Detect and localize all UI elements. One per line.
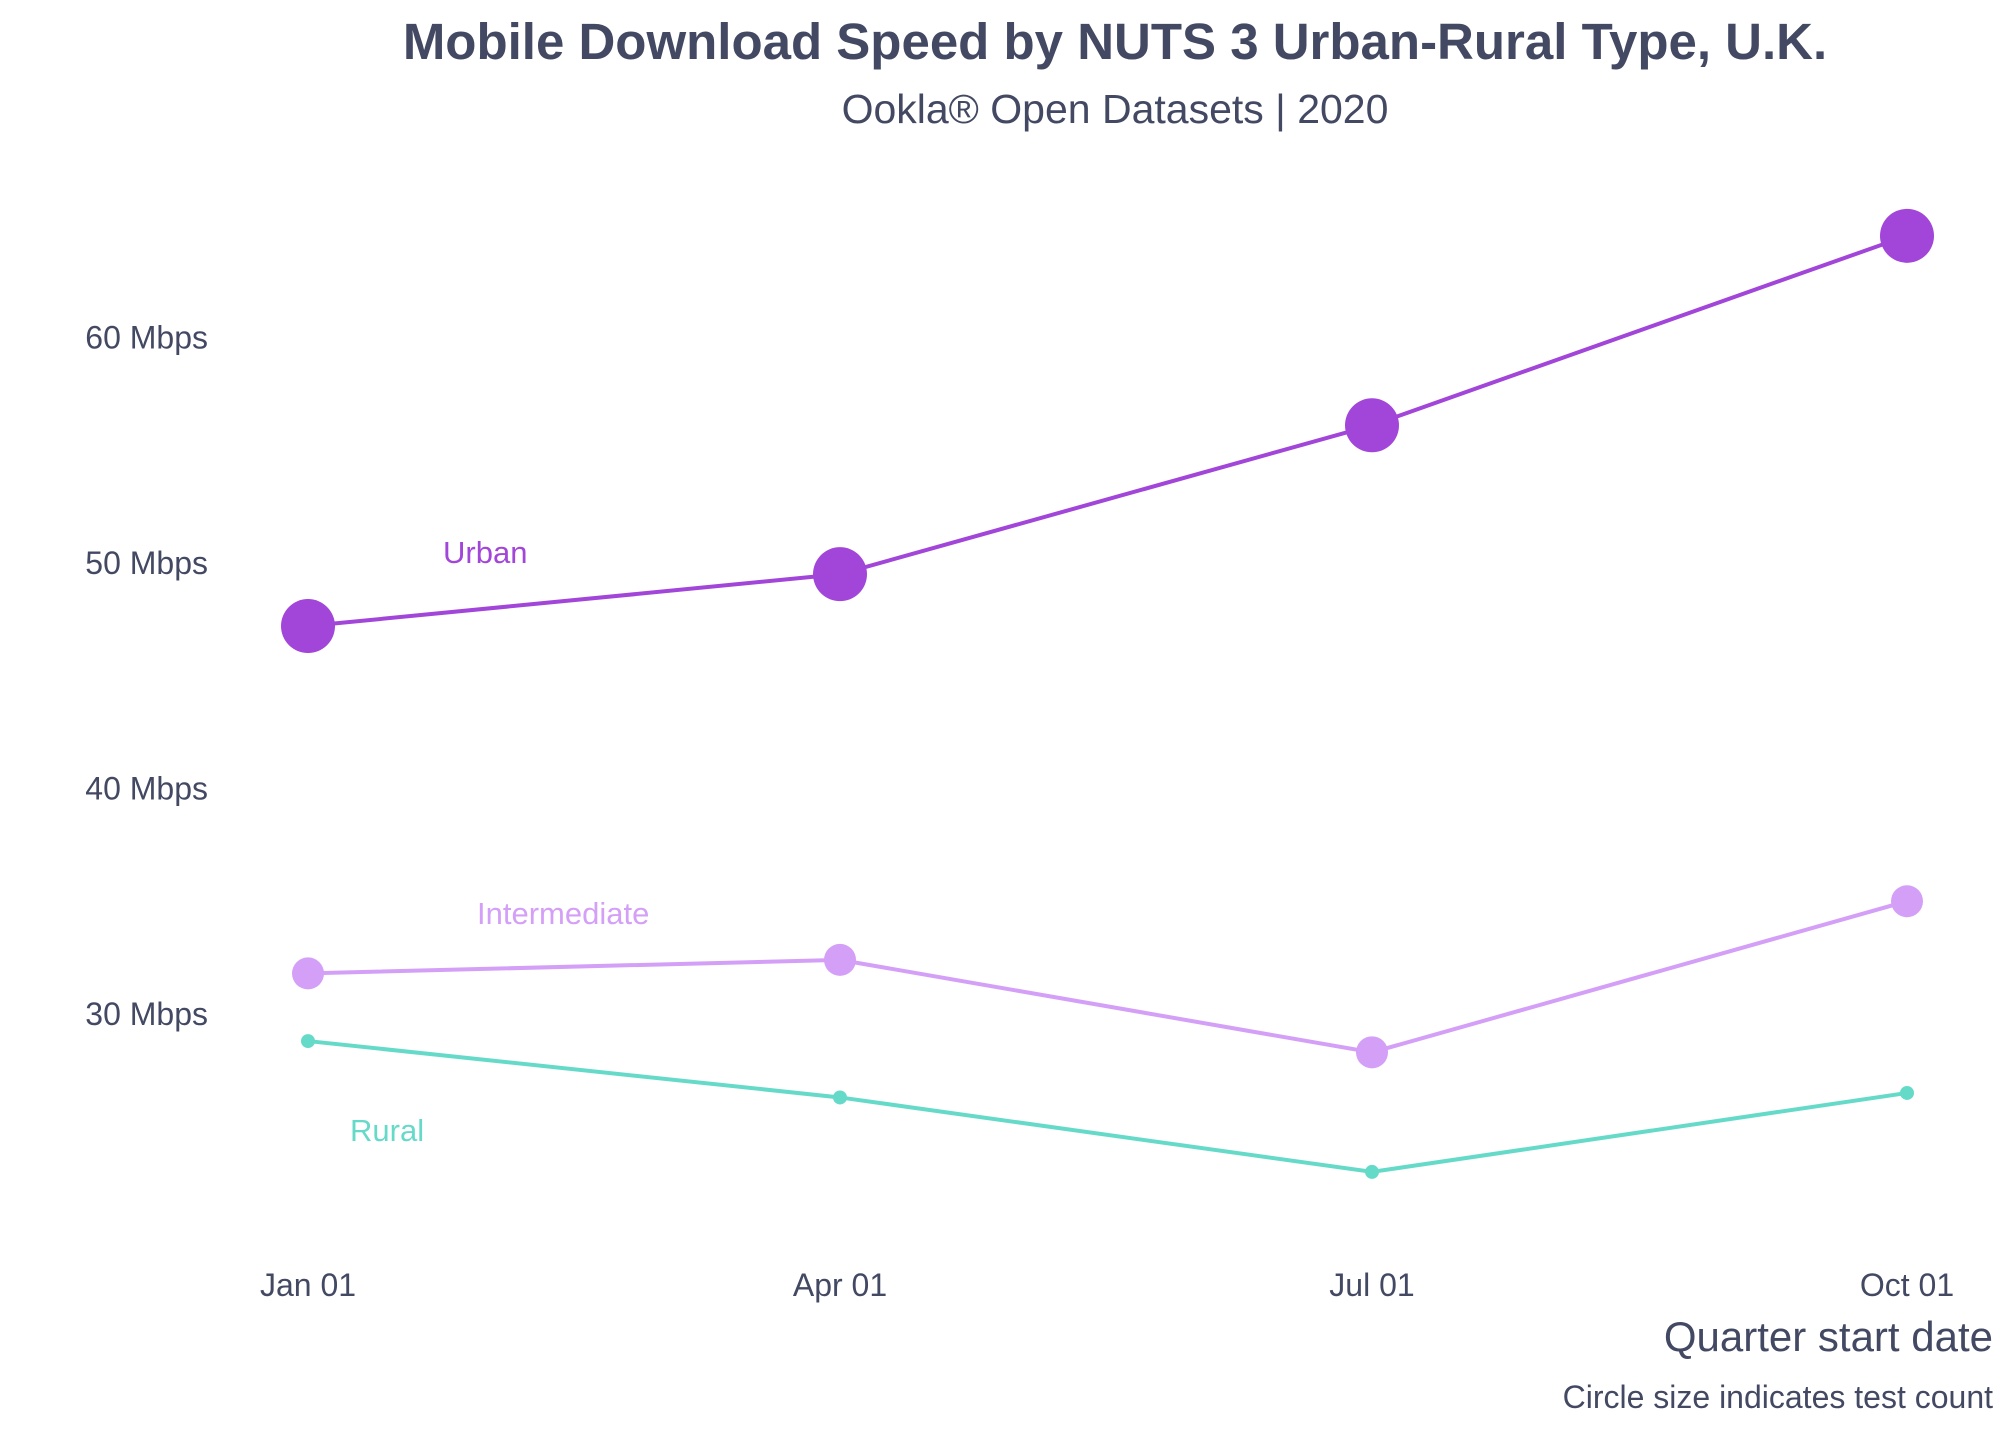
series-urban: Urban bbox=[281, 208, 1934, 654]
data-point-rural bbox=[301, 1034, 315, 1049]
data-point-rural bbox=[1365, 1164, 1379, 1179]
data-point-urban bbox=[281, 599, 335, 654]
y-tick-label: 60 Mbps bbox=[85, 319, 208, 355]
series-rural: Rural bbox=[301, 1034, 1914, 1179]
data-point-urban bbox=[813, 547, 867, 602]
series-line-intermediate bbox=[307, 899, 1908, 1055]
y-axis: 30 Mbps 40 Mbps 50 Mbps 60 Mbps bbox=[85, 319, 208, 1032]
chart-title: Mobile Download Speed by NUTS 3 Urban-Ru… bbox=[402, 13, 1828, 70]
data-point-rural bbox=[833, 1090, 847, 1105]
x-tick-label: Apr 01 bbox=[793, 1267, 887, 1303]
series-label-rural: Rural bbox=[350, 1113, 424, 1148]
data-point-urban bbox=[1880, 208, 1934, 263]
data-point-rural bbox=[1900, 1085, 1914, 1100]
data-point-intermediate bbox=[1891, 885, 1923, 918]
chart-caption: Circle size indicates test count bbox=[1563, 1379, 1994, 1415]
x-tick-label: Jul 01 bbox=[1329, 1267, 1414, 1303]
series-label-intermediate: Intermediate bbox=[477, 896, 649, 931]
x-axis: Jan 01 Apr 01 Jul 01 Oct 01 bbox=[260, 1267, 1954, 1303]
x-axis-title: Quarter start date bbox=[1664, 1313, 1993, 1360]
x-tick-label: Oct 01 bbox=[1860, 1267, 1954, 1303]
y-tick-label: 40 Mbps bbox=[85, 770, 208, 806]
series-line-urban bbox=[307, 233, 1908, 629]
x-tick-label: Jan 01 bbox=[260, 1267, 356, 1303]
data-point-intermediate bbox=[292, 957, 324, 990]
series-intermediate: Intermediate bbox=[292, 885, 1923, 1069]
data-point-urban bbox=[1345, 398, 1399, 453]
chart-subtitle: Ookla® Open Datasets | 2020 bbox=[841, 86, 1389, 132]
y-tick-label: 30 Mbps bbox=[85, 996, 208, 1032]
series-layer: Urban Intermediate Rural bbox=[281, 208, 1934, 1179]
data-point-intermediate bbox=[824, 943, 856, 976]
data-point-intermediate bbox=[1356, 1036, 1388, 1069]
series-label-urban: Urban bbox=[443, 535, 527, 570]
y-tick-label: 50 Mbps bbox=[85, 545, 208, 581]
series-line-rural bbox=[307, 1039, 1908, 1174]
